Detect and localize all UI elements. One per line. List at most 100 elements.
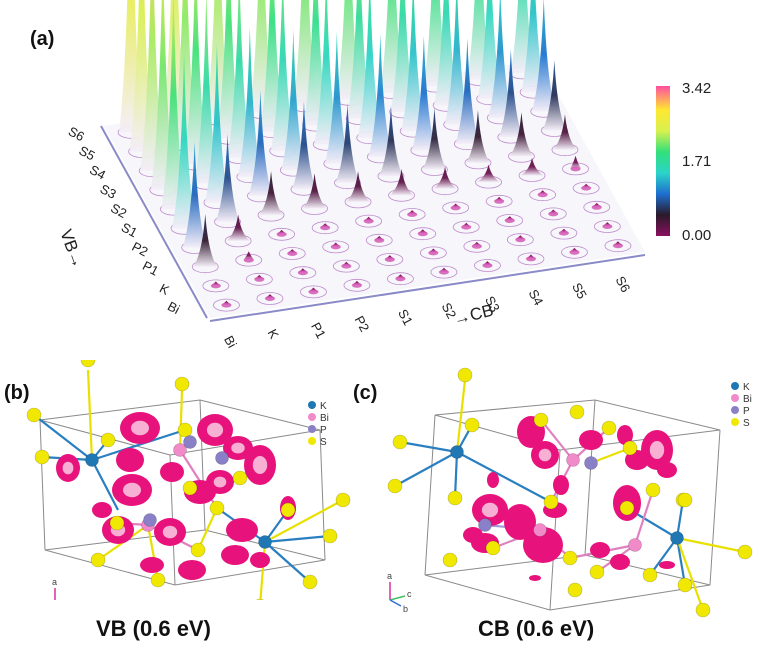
isosurface-lobe: [226, 518, 258, 542]
spike-base-ring: [572, 181, 600, 195]
spike-cone: [542, 60, 567, 131]
atom-s: [190, 542, 206, 558]
spike: [214, 133, 241, 229]
spike-base-ring: [583, 200, 611, 214]
spike-cone: [204, 44, 229, 203]
colorbar-tick-min: 0.00: [682, 227, 711, 244]
spike-cone: [444, 0, 469, 125]
spike-core: [221, 302, 232, 308]
atom-k: [670, 531, 684, 545]
atom-s: [100, 432, 116, 448]
isosurface-hole: [131, 420, 149, 436]
isosurface-hole: [649, 441, 665, 459]
spike-core: [581, 185, 592, 191]
spike-base-ring: [539, 207, 567, 221]
isosurface-lobe: [529, 575, 541, 581]
y-tick-label: P1: [140, 258, 161, 279]
spike-cone: [465, 110, 490, 163]
spike: [301, 173, 328, 215]
atom-bi: [533, 523, 547, 537]
spike-cone: [569, 155, 582, 169]
spike-base-ring: [463, 239, 491, 253]
y-axis-line: [100, 125, 208, 319]
bond: [264, 541, 311, 583]
spike-cone: [455, 38, 480, 144]
spike: [474, 259, 501, 272]
structure-panel-c: K Bi P S a c b: [387, 367, 753, 618]
x-tick-label: Bi: [221, 333, 240, 350]
spike-core: [537, 192, 548, 198]
spike-core: [612, 243, 623, 249]
atom-s: [232, 470, 248, 486]
spike-core: [297, 270, 308, 276]
x-tick-label: P1: [308, 320, 329, 341]
spike-base-ring: [550, 226, 578, 240]
spike: [235, 251, 263, 267]
spike-core: [482, 263, 493, 268]
atom-s: [26, 407, 42, 423]
spike-core: [351, 282, 362, 288]
bonds-c: [394, 379, 746, 611]
spike: [419, 246, 447, 260]
x-tick-label: S5: [569, 280, 590, 301]
atom-s: [619, 500, 635, 516]
spike: [191, 213, 219, 274]
atom-s: [737, 544, 753, 560]
spike-core: [395, 276, 406, 282]
bond: [86, 369, 94, 461]
spike-core: [254, 276, 265, 282]
isosurface-hole: [206, 422, 224, 438]
spike: [388, 168, 415, 202]
legend-label-s: S: [743, 418, 750, 429]
bond: [178, 389, 184, 451]
legend-label-bi: Bi: [320, 413, 329, 424]
spike-base-ring: [343, 278, 371, 292]
spike-base-ring: [355, 214, 383, 228]
spike-base-ring: [387, 272, 414, 286]
atom-s: [302, 574, 318, 590]
spike-cone: [346, 171, 371, 202]
legend-swatch-k: [731, 382, 739, 390]
spike-core: [330, 244, 341, 250]
x-tick-label: S2: [439, 300, 460, 321]
legend-label-s: S: [320, 437, 327, 448]
spike-cone: [488, 0, 513, 118]
structure-panel-b: K Bi P S a c b: [26, 360, 351, 600]
spike-cone: [291, 101, 316, 190]
atom-s: [182, 480, 198, 496]
atom-s: [457, 367, 473, 383]
spike-base-ring: [278, 247, 306, 260]
spike-core: [438, 269, 449, 275]
spike: [550, 226, 578, 240]
spike: [508, 112, 535, 163]
spike-base-ring: [289, 266, 317, 280]
atom-s: [174, 376, 190, 392]
spike-cone: [248, 90, 273, 196]
spike-cone: [521, 0, 546, 93]
spike: [377, 105, 405, 183]
spike: [421, 107, 448, 176]
isosurface-hole: [252, 456, 268, 474]
spike-cone: [422, 107, 447, 170]
spike-core: [374, 237, 385, 243]
spike-base-ring: [300, 285, 327, 299]
spike: [398, 208, 426, 221]
spike-core: [363, 218, 374, 224]
isosurface-lobe: [487, 472, 499, 488]
spike-base-ring: [202, 279, 230, 293]
y-tick-label: S1: [119, 220, 140, 241]
spike-base-ring: [256, 292, 284, 305]
atom-s: [34, 449, 50, 465]
spike-cone: [401, 0, 426, 132]
spike: [593, 220, 621, 233]
x-tick-label: P2: [352, 313, 373, 334]
isosurface-hole: [123, 482, 141, 498]
x-tick-label: S3: [482, 293, 503, 314]
axis-b-label: b: [403, 604, 408, 614]
spike-base-ring: [398, 208, 426, 221]
spike: [464, 110, 492, 170]
spike-base-ring: [322, 240, 350, 254]
bond: [633, 489, 655, 546]
atom-s: [589, 564, 605, 580]
spike: [257, 171, 285, 222]
